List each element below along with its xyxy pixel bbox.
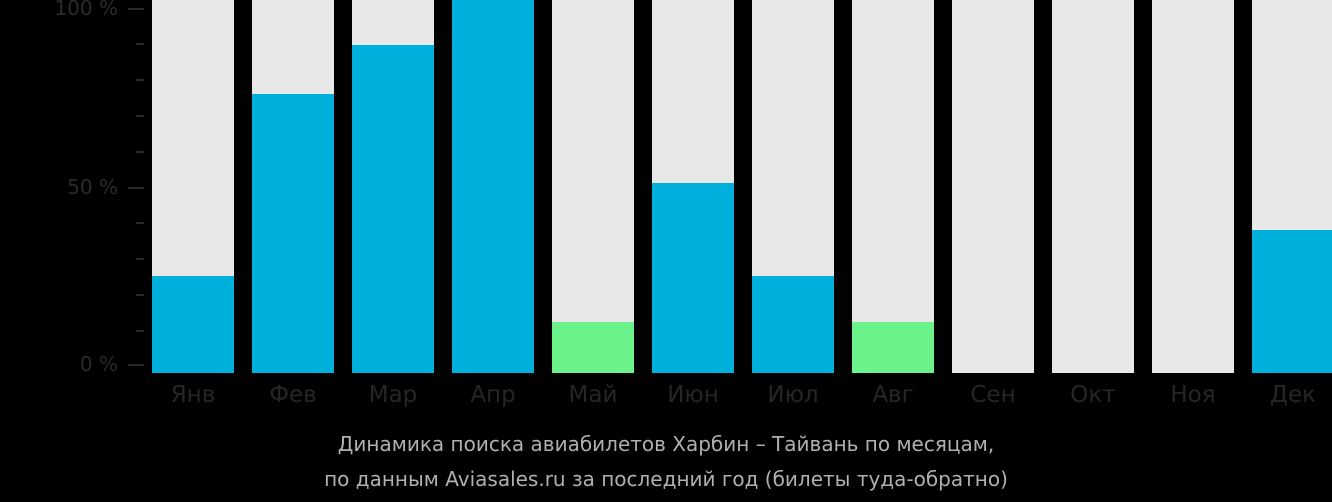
bar-Янв bbox=[152, 0, 234, 373]
y-tick-minor bbox=[136, 115, 144, 117]
bar-Апр bbox=[452, 0, 534, 373]
bar-value bbox=[1252, 229, 1332, 373]
y-tick-minor bbox=[136, 294, 144, 296]
x-tick-label: Авг bbox=[872, 382, 914, 408]
bar-Авг bbox=[852, 0, 934, 373]
bar-value bbox=[852, 322, 934, 373]
x-tick-label: Май bbox=[568, 382, 618, 408]
x-tick-label: Фев bbox=[269, 382, 317, 408]
bar-value bbox=[252, 94, 334, 373]
chart-subtitle: по данным Aviasales.ru за последний год … bbox=[324, 467, 1008, 491]
bar-Июл bbox=[752, 0, 834, 373]
y-tick-minor bbox=[136, 258, 144, 260]
bar-value bbox=[752, 276, 834, 373]
y-tick-minor bbox=[136, 43, 144, 45]
bar-value bbox=[652, 183, 734, 373]
bar-Июн bbox=[652, 0, 734, 373]
y-tick-minor bbox=[136, 151, 144, 153]
bar-Фев bbox=[252, 0, 334, 373]
y-tick-major bbox=[128, 187, 144, 189]
bar-Май bbox=[552, 0, 634, 373]
x-tick-label: Апр bbox=[470, 382, 516, 408]
y-tick-label-0: 0 % bbox=[79, 352, 118, 376]
bar-value bbox=[352, 44, 434, 373]
bar-Сен bbox=[952, 0, 1034, 373]
x-tick-label: Янв bbox=[170, 382, 216, 408]
bar-Окт bbox=[1052, 0, 1134, 373]
x-tick-label: Дек bbox=[1269, 382, 1316, 408]
bar-Ноя bbox=[1152, 0, 1234, 373]
y-tick-label-50: 50 % bbox=[67, 175, 118, 199]
x-tick-label: Июл bbox=[767, 382, 819, 408]
y-tick-minor bbox=[136, 330, 144, 332]
bar-Дек bbox=[1252, 0, 1332, 373]
y-tick-minor bbox=[136, 222, 144, 224]
x-tick-label: Мар bbox=[368, 382, 418, 408]
x-tick-label: Окт bbox=[1070, 382, 1116, 408]
chart-title: Динамика поиска авиабилетов Харбин – Тай… bbox=[337, 432, 995, 456]
y-tick-minor bbox=[136, 79, 144, 81]
x-tick-label: Ноя bbox=[1170, 382, 1216, 408]
y-tick-label-100: 100 % bbox=[54, 0, 118, 20]
y-tick-major bbox=[128, 8, 144, 10]
y-tick-major bbox=[128, 364, 144, 366]
bar-Мар bbox=[352, 0, 434, 373]
bar-value bbox=[452, 0, 534, 373]
x-tick-label: Сен bbox=[970, 382, 1016, 408]
bar-value bbox=[552, 322, 634, 373]
bar-value bbox=[152, 276, 234, 373]
x-tick-label: Июн bbox=[667, 382, 719, 408]
